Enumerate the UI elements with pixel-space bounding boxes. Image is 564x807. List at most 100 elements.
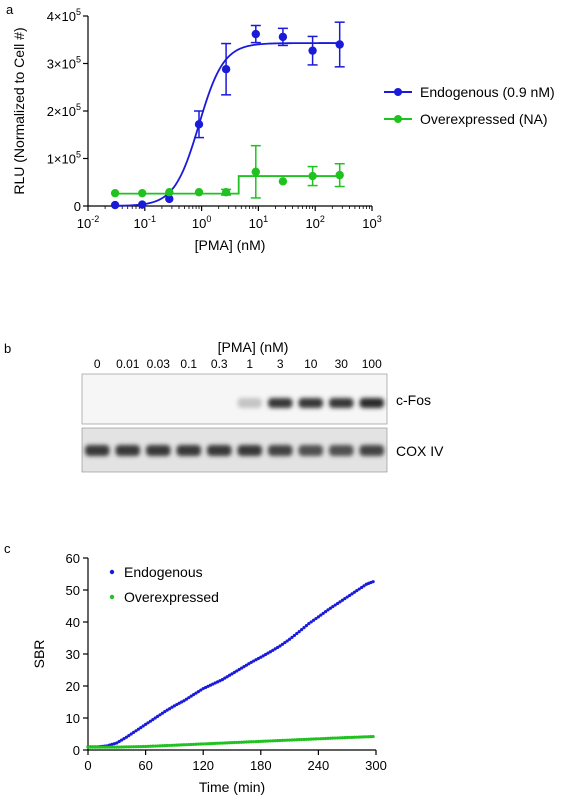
panel-c-data-point [124, 735, 128, 739]
panel-c-data-point [357, 587, 361, 591]
blot-lane-label: 0 [94, 357, 101, 371]
panel-c-data-point [249, 660, 253, 664]
panel-c-data-point [158, 713, 162, 717]
panel-a-chart: 0 1×105 2×105 3×105 4×105 10-2 10-1 100 101 102 10… [11, 7, 555, 253]
panel-c-data-point [333, 736, 337, 740]
panel-c-data-point [163, 710, 167, 714]
panel-c-data-point [184, 697, 188, 701]
panel-c-data-point [86, 745, 90, 749]
panel-c-data-point [254, 739, 258, 744]
panel-c-data-point [333, 603, 337, 607]
blot-band [237, 398, 262, 408]
panel-c-data-point [158, 744, 162, 748]
panel-a-x-tick-label: 102 [305, 214, 324, 231]
panel-c-y-tick-label: 20 [66, 679, 80, 694]
panel-c-data-point [266, 739, 270, 743]
panel-c-y-tick-label: 60 [66, 551, 80, 566]
panel-c-data-point [105, 745, 109, 749]
panel-c-data-point [316, 737, 320, 741]
panel-c-data-point [345, 595, 349, 599]
legend-marker-overexpressed-c [109, 594, 115, 600]
panel-a-x-tick-label: 103 [362, 214, 381, 231]
panel-c-data-point [184, 743, 188, 747]
panel-c-data-point [312, 618, 316, 622]
panel-c-data-point [216, 680, 220, 684]
panel-c-data-point [211, 682, 215, 686]
panel-c-data-point [371, 580, 375, 584]
blot-lane-label: 10 [304, 357, 318, 371]
panel-c-data-point [220, 741, 224, 745]
panel-a-label: a [6, 2, 14, 17]
panel-a-data-point [165, 194, 174, 204]
panel-c-data-point [168, 707, 172, 711]
panel-c-data-point [160, 711, 164, 715]
panel-c-data-point [211, 741, 215, 746]
panel-c-data-point [91, 745, 95, 749]
panel-a-y-tick-label: 1×105 [47, 150, 81, 167]
panel-c-data-point [115, 741, 119, 745]
panel-c-data-point [153, 744, 157, 748]
blot-row-label-cox-iv: COX IV [396, 443, 444, 459]
panel-c-data-point [117, 745, 121, 749]
panel-a-x-tick-label: 10-2 [77, 214, 99, 231]
panel-c-data-point [259, 655, 263, 659]
panel-c-data-point [364, 735, 368, 739]
panel-c-data-point [331, 736, 335, 740]
blot-lane-label: 1 [246, 357, 253, 371]
panel-a-axes: 0 1×105 2×105 3×105 4×105 10-2 10-1 100 101 102 10… [47, 7, 382, 231]
panel-a-y-tick-label: 4×105 [47, 7, 81, 24]
panel-c-data-point [324, 736, 328, 741]
panel-c-data-point [304, 624, 308, 628]
panel-c-data-point [336, 601, 340, 606]
panel-c-y-axis-label: SBR [31, 640, 47, 669]
panel-c-data-point [208, 683, 212, 687]
legend-label-overexpressed: Overexpressed (NA) [420, 111, 548, 127]
panel-c-data-point [122, 745, 126, 749]
blot-band [115, 445, 140, 456]
panel-c-data-point [347, 735, 352, 740]
panel-c-data-point [230, 672, 234, 676]
blot-band [176, 445, 201, 456]
panel-c-data-point [331, 605, 335, 609]
panel-c-data-point [290, 738, 294, 742]
panel-c-data-point [271, 739, 275, 743]
panel-c-data-point [297, 738, 301, 742]
panel-c-data-point [300, 737, 304, 742]
panel-c-x-tick-label: 60 [138, 758, 152, 773]
panel-c-data-point [235, 669, 239, 673]
panel-c-data-point [88, 745, 92, 749]
panel-c-data-point [216, 741, 220, 745]
panel-a-data-point [110, 188, 120, 198]
panel-c-data-point [151, 744, 155, 748]
panel-a-fit-line [115, 42, 343, 207]
panel-c-data-point [100, 745, 104, 749]
panel-c-data-point [366, 735, 371, 739]
blot-band [85, 445, 110, 456]
legend-marker-endogenous-c [109, 569, 115, 575]
panel-c-x-tick-label: 0 [84, 758, 91, 773]
panel-c-data-point [148, 719, 152, 723]
panel-c-data-point [156, 714, 160, 719]
panel-c-data-point [115, 745, 119, 749]
panel-c-data-point [295, 631, 299, 636]
panel-c-data-point [316, 615, 320, 619]
panel-c-data-point [213, 681, 217, 685]
panel-c-data-point [348, 593, 352, 598]
panel-c-data-point [120, 745, 124, 749]
panel-c-data-point [146, 721, 150, 725]
panel-c-data-point [360, 585, 364, 590]
panel-c-data-point [235, 740, 239, 745]
panel-c-data [86, 580, 375, 749]
panel-a-x-axis-label: [PMA] (nM) [195, 237, 266, 253]
panel-c-data-point [134, 745, 138, 749]
blot-band [146, 445, 171, 456]
legend-label-endogenous: Endogenous (0.9 nM) [420, 84, 555, 100]
panel-c-data-point [201, 686, 205, 691]
blot-band [298, 398, 323, 408]
panel-c-data-point [163, 744, 167, 748]
panel-c-data-point [199, 742, 203, 746]
panel-c-data-point [309, 620, 313, 624]
panel-c-data-point [276, 739, 280, 743]
panel-c-x-tick-label: 300 [365, 758, 387, 773]
